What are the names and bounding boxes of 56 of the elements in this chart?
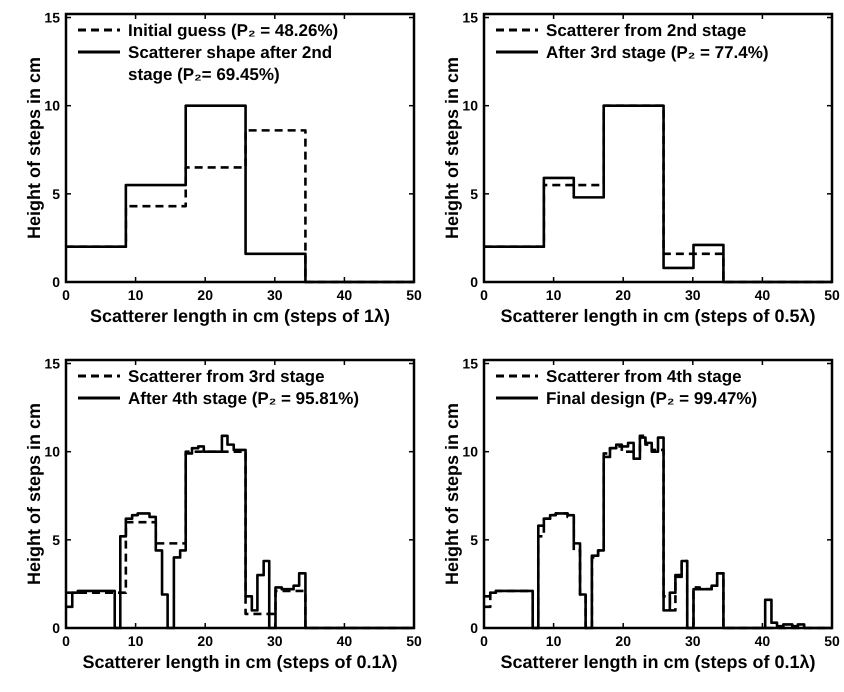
y-tick-label: 15 <box>44 356 60 372</box>
x-tick-label: 10 <box>546 287 562 303</box>
legend-label: After 4th stage (P₂ = 95.81%) <box>128 389 359 408</box>
x-tick-label: 0 <box>62 287 70 303</box>
x-tick-label: 30 <box>267 287 283 303</box>
x-tick-label: 10 <box>128 633 144 649</box>
x-tick-label: 0 <box>62 633 70 649</box>
y-axis-title: Height of steps in cm <box>24 402 44 586</box>
x-axis-title: Scatterer length in cm (steps of 0.1λ) <box>82 652 398 672</box>
x-tick-label: 30 <box>267 633 283 649</box>
x-tick-label: 20 <box>615 633 632 649</box>
x-tick-label: 50 <box>406 287 422 303</box>
y-tick-label: 10 <box>44 444 60 460</box>
y-axis-title: Height of steps in cm <box>24 56 44 240</box>
x-axis-title: Scatterer length in cm (steps of 0.5λ) <box>500 306 816 326</box>
x-tick-label: 40 <box>754 633 770 649</box>
y-tick-label: 5 <box>470 186 478 202</box>
x-tick-label: 0 <box>480 633 488 649</box>
legend-label: After 3rd stage (P₂ = 77.4%) <box>546 43 768 62</box>
y-tick-label: 0 <box>52 274 60 290</box>
x-tick-label: 10 <box>128 287 144 303</box>
legend-label: Scatterer from 3rd stage <box>128 367 325 386</box>
legend-label: Scatterer from 4th stage <box>546 367 742 386</box>
x-tick-label: 30 <box>685 287 701 303</box>
x-tick-label: 20 <box>197 287 214 303</box>
x-tick-label: 40 <box>336 633 352 649</box>
legend-label: Scatterer from 2nd stage <box>546 21 746 40</box>
y-tick-label: 15 <box>44 10 60 26</box>
y-tick-label: 5 <box>470 532 478 548</box>
y-tick-label: 10 <box>462 444 478 460</box>
x-tick-label: 40 <box>336 287 352 303</box>
y-tick-label: 0 <box>470 620 478 636</box>
legend-label: Initial guess (P₂ = 48.26%) <box>128 21 338 40</box>
y-axis-title: Height of steps in cm <box>442 402 462 586</box>
y-tick-label: 0 <box>470 274 478 290</box>
x-axis-title: Scatterer length in cm (steps of 1λ) <box>90 306 390 326</box>
y-tick-label: 10 <box>44 98 60 114</box>
legend-label: Final design (P₂ = 99.47%) <box>546 389 758 408</box>
y-tick-label: 10 <box>462 98 478 114</box>
x-tick-label: 50 <box>824 287 840 303</box>
x-tick-label: 40 <box>754 287 770 303</box>
x-tick-label: 50 <box>406 633 422 649</box>
x-tick-label: 20 <box>197 633 214 649</box>
y-tick-label: 15 <box>462 356 478 372</box>
y-tick-label: 15 <box>462 10 478 26</box>
y-axis-title: Height of steps in cm <box>442 56 462 240</box>
x-tick-label: 20 <box>615 287 632 303</box>
y-tick-label: 5 <box>52 186 60 202</box>
x-tick-label: 30 <box>685 633 701 649</box>
x-tick-label: 10 <box>546 633 562 649</box>
legend-label: Scatterer shape after 2nd stage (P₂= 69.45%) <box>128 43 332 84</box>
x-tick-label: 50 <box>824 633 840 649</box>
x-tick-label: 0 <box>480 287 488 303</box>
y-tick-label: 5 <box>52 532 60 548</box>
x-axis-title: Scatterer length in cm (steps of 0.1λ) <box>500 652 816 672</box>
y-tick-label: 0 <box>52 620 60 636</box>
